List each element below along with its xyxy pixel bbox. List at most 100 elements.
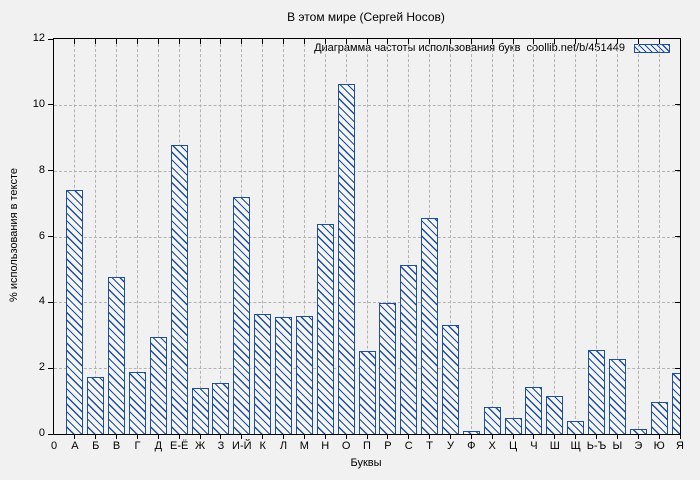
x-tick-inner bbox=[429, 39, 431, 44]
x-origin-label: 0 bbox=[50, 440, 58, 452]
y-tick-label: 4 bbox=[38, 295, 45, 308]
x-tick-label: К bbox=[259, 440, 266, 452]
plot-area: Диаграмма частоты использования букв coo… bbox=[53, 38, 681, 435]
x-tick bbox=[95, 434, 97, 439]
x-tick-inner bbox=[366, 39, 368, 44]
x-tick-inner bbox=[533, 39, 535, 44]
y-tick-label: 10 bbox=[32, 97, 45, 110]
x-tick bbox=[575, 434, 577, 439]
x-tick-inner bbox=[596, 39, 598, 44]
x-gridline bbox=[220, 39, 222, 434]
x-tick bbox=[345, 434, 347, 439]
y-tick-label: 0 bbox=[38, 427, 45, 439]
y-tick bbox=[48, 170, 53, 172]
bar bbox=[170, 145, 188, 434]
x-gridline bbox=[136, 39, 138, 434]
x-gridline bbox=[95, 39, 97, 434]
x-tick-inner bbox=[136, 39, 138, 44]
x-tick bbox=[262, 434, 264, 439]
x-tick bbox=[470, 434, 472, 439]
y-tick-inner bbox=[675, 104, 680, 106]
x-tick-label: М bbox=[299, 440, 309, 452]
x-tick bbox=[220, 434, 222, 439]
y-tick bbox=[48, 38, 53, 40]
x-tick-label: В bbox=[112, 440, 121, 452]
x-tick bbox=[303, 434, 305, 439]
x-gridline bbox=[408, 39, 410, 434]
x-tick bbox=[324, 434, 326, 439]
x-tick-inner bbox=[157, 39, 159, 44]
y-tick bbox=[48, 236, 53, 237]
x-tick-label: Ю bbox=[653, 440, 665, 452]
bar bbox=[212, 383, 230, 434]
x-tick bbox=[449, 434, 451, 439]
x-tick-label: Е-Ё bbox=[170, 440, 189, 452]
bar bbox=[275, 317, 293, 434]
bar bbox=[149, 337, 167, 434]
x-tick-inner bbox=[679, 39, 680, 44]
x-tick-label: П bbox=[363, 440, 371, 452]
bar bbox=[608, 359, 626, 434]
y-tick-inner bbox=[675, 236, 680, 237]
x-tick-inner bbox=[220, 39, 222, 44]
x-tick-inner bbox=[178, 39, 180, 44]
x-gridline bbox=[470, 39, 472, 434]
bar bbox=[546, 396, 564, 434]
x-tick-label: Ы bbox=[612, 440, 623, 452]
x-tick-label: А bbox=[71, 440, 79, 452]
x-tick-inner bbox=[324, 39, 326, 44]
x-tick-inner bbox=[491, 39, 493, 44]
x-gridline bbox=[283, 39, 285, 434]
x-tick bbox=[387, 434, 389, 439]
x-tick-inner bbox=[637, 39, 639, 44]
x-gridline bbox=[533, 39, 535, 434]
x-tick bbox=[616, 434, 618, 439]
bar bbox=[358, 351, 376, 434]
x-gridline bbox=[303, 39, 305, 434]
x-tick bbox=[199, 434, 201, 439]
x-tick-label: Б bbox=[92, 440, 100, 452]
legend: Диаграмма частоты использования букв coo… bbox=[314, 42, 670, 54]
x-tick bbox=[512, 434, 514, 439]
x-tick-label: Ф bbox=[467, 440, 476, 452]
bar bbox=[66, 190, 84, 434]
x-gridline bbox=[366, 39, 368, 434]
x-tick bbox=[408, 434, 410, 439]
x-gridline bbox=[575, 39, 577, 434]
x-tick-label: Э bbox=[634, 440, 643, 452]
x-tick-inner bbox=[449, 39, 451, 44]
bar bbox=[441, 325, 459, 434]
bar bbox=[588, 350, 606, 434]
x-tick-label: З bbox=[217, 440, 225, 452]
x-tick bbox=[157, 434, 159, 439]
x-tick bbox=[491, 434, 493, 439]
bar bbox=[191, 388, 209, 434]
bar bbox=[379, 303, 397, 434]
x-tick-label: Г bbox=[134, 440, 141, 452]
x-gridline bbox=[116, 39, 118, 434]
x-tick-label: Ч bbox=[530, 440, 538, 452]
x-tick-label: У bbox=[446, 440, 454, 452]
x-tick bbox=[554, 434, 556, 439]
x-tick-inner bbox=[283, 39, 285, 44]
bar bbox=[316, 224, 334, 434]
x-tick bbox=[116, 434, 118, 439]
x-tick-inner bbox=[95, 39, 97, 44]
y-tick bbox=[48, 104, 53, 106]
x-tick bbox=[283, 434, 285, 439]
x-axis-title: Буквы bbox=[350, 457, 382, 469]
x-tick-label: Щ bbox=[570, 440, 581, 452]
y-tick bbox=[48, 367, 53, 369]
legend-label: Диаграмма частоты использования букв coo… bbox=[314, 42, 625, 54]
y-tick-inner bbox=[675, 301, 680, 303]
x-gridline bbox=[596, 39, 598, 434]
x-tick-inner bbox=[554, 39, 556, 44]
x-gridline bbox=[449, 39, 451, 434]
y-tick-label: 2 bbox=[38, 361, 45, 374]
x-tick-inner bbox=[199, 39, 201, 44]
x-tick bbox=[366, 434, 368, 439]
x-gridline bbox=[387, 39, 389, 434]
x-tick-label: Х bbox=[488, 440, 496, 452]
bar bbox=[504, 418, 522, 434]
